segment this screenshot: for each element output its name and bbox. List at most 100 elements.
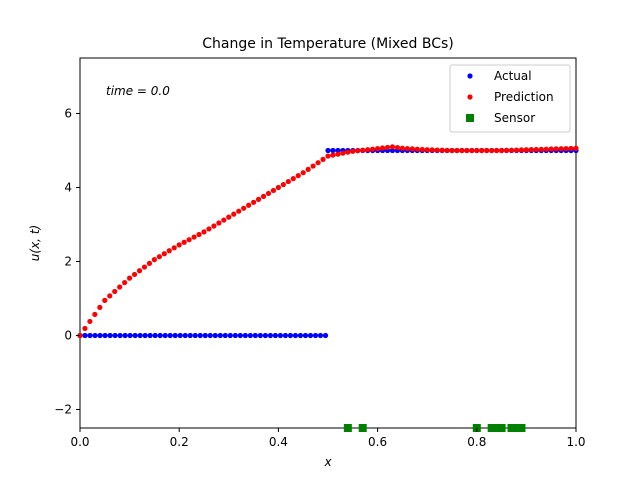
actual-point — [137, 332, 143, 339]
prediction-point — [196, 231, 202, 238]
prediction-point — [270, 187, 277, 194]
prediction-point — [241, 205, 247, 211]
actual-point — [232, 332, 238, 339]
actual-point — [277, 332, 284, 339]
actual-point — [157, 332, 163, 339]
prediction-point — [573, 145, 579, 151]
x-axis-ticks: 0.0 0.2 0.4 0.6 0.8 1.0 — [70, 428, 586, 449]
sensor-point — [507, 424, 516, 432]
actual-point — [242, 332, 248, 339]
prediction-point — [201, 229, 207, 235]
prediction-point — [454, 147, 460, 154]
sensor-point — [512, 424, 521, 432]
prediction-point — [360, 147, 366, 153]
y-tick-label: 0 — [64, 329, 72, 343]
prediction-point — [464, 147, 470, 154]
prediction-point — [161, 251, 167, 257]
y-tick-label: 2 — [64, 255, 72, 269]
prediction-point — [469, 147, 475, 154]
prediction-point — [370, 146, 376, 152]
prediction-point — [191, 234, 197, 240]
prediction-point — [221, 217, 227, 223]
x-tick-label: 0.2 — [170, 435, 189, 449]
actual-point — [325, 147, 331, 154]
actual-point — [132, 332, 138, 339]
prediction-point — [255, 196, 262, 202]
sensor-point — [497, 424, 506, 432]
prediction-point — [122, 279, 128, 286]
prediction-point — [513, 147, 520, 153]
prediction-point — [226, 214, 232, 220]
time-annotation: time = 0.0 — [106, 84, 170, 98]
prediction-point — [379, 145, 386, 151]
prediction-point — [479, 147, 485, 154]
prediction-point — [494, 147, 500, 154]
prediction-point — [320, 156, 326, 162]
legend-marker-sensor — [466, 114, 474, 122]
actual-point — [317, 332, 324, 339]
sensor-point — [487, 424, 496, 432]
legend-marker-actual — [467, 73, 473, 79]
actual-point — [389, 147, 396, 154]
actual-point — [257, 332, 263, 339]
prediction-point — [409, 146, 415, 152]
y-tick-label: 4 — [64, 181, 72, 195]
actual-point — [252, 332, 258, 339]
actual-point — [247, 332, 253, 339]
prediction-point — [424, 147, 430, 153]
actual-point — [127, 332, 133, 339]
prediction-point — [315, 160, 321, 166]
chart-title: Change in Temperature (Mixed BCs) — [202, 36, 454, 52]
prediction-point — [295, 173, 301, 179]
prediction-point — [246, 202, 252, 208]
actual-point — [222, 332, 228, 339]
actual-point — [117, 332, 123, 339]
prediction-point — [335, 151, 341, 157]
prediction-point — [251, 199, 257, 205]
prediction-point — [523, 147, 530, 153]
prediction-point — [231, 211, 237, 217]
prediction-point — [92, 311, 98, 318]
prediction-point — [166, 248, 172, 254]
prediction-point — [533, 146, 539, 153]
prediction-point — [156, 254, 162, 260]
actual-point — [287, 332, 294, 339]
actual-point — [97, 332, 103, 339]
actual-point — [262, 332, 268, 339]
prediction-point — [107, 293, 113, 299]
prediction-point — [528, 147, 534, 153]
prediction-point — [146, 260, 153, 266]
prediction-point — [459, 147, 465, 154]
actual-point — [297, 332, 304, 339]
prediction-point — [325, 153, 331, 159]
actual-point — [207, 332, 213, 339]
actual-point — [87, 332, 93, 339]
prediction-point — [102, 297, 108, 303]
actual-point — [292, 332, 299, 339]
prediction-point — [141, 264, 148, 270]
x-tick-label: 1.0 — [566, 435, 585, 449]
prediction-point — [151, 257, 157, 263]
actual-point — [102, 332, 108, 339]
prediction-point — [444, 147, 450, 153]
actual-point — [217, 332, 223, 339]
prediction-point — [97, 304, 103, 310]
axes-frame — [79, 57, 577, 429]
actual-point — [82, 332, 88, 339]
legend: Actual Prediction Sensor — [449, 64, 571, 133]
prediction-point — [489, 147, 495, 154]
actual-point — [192, 332, 198, 339]
actual-point — [112, 332, 118, 339]
prediction-point — [404, 145, 410, 152]
x-tick-label: 0.4 — [269, 435, 288, 449]
prediction-point — [518, 147, 525, 153]
prediction-point — [340, 150, 346, 156]
actual-point — [152, 332, 158, 339]
actual-point — [122, 332, 128, 339]
actual-point — [147, 332, 153, 339]
prediction-point — [449, 147, 455, 154]
prediction-point — [434, 147, 440, 153]
prediction-point — [112, 288, 118, 295]
prediction-point — [394, 144, 401, 151]
